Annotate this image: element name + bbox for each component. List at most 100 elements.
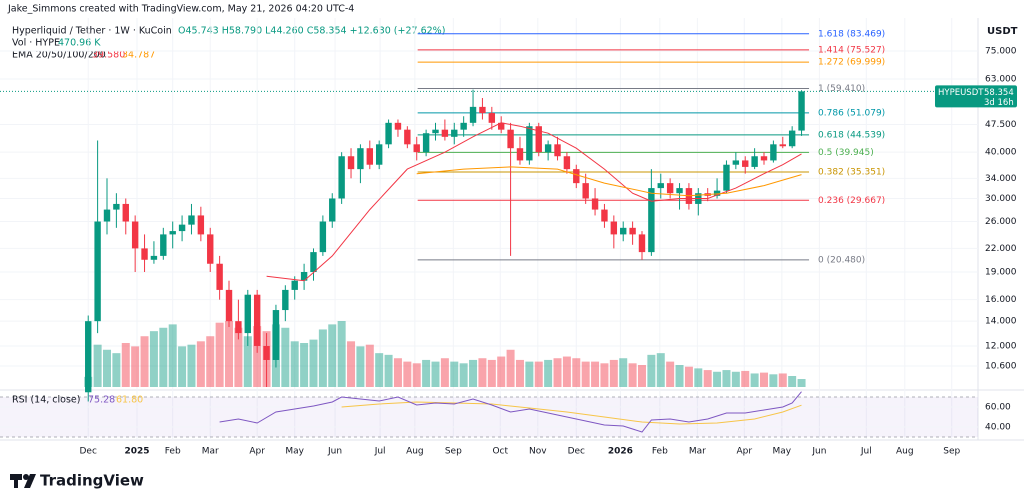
- ema20-value: 39.580: [92, 50, 125, 61]
- price-tag-countdown: 3d 16h: [984, 98, 1014, 108]
- fib-label: 1.272 (69.999): [818, 58, 885, 68]
- candle-body: [319, 221, 327, 253]
- fib-label: 0.618 (44.539): [818, 130, 885, 140]
- candle-body: [235, 321, 242, 334]
- volume-bar: [609, 359, 618, 387]
- candle-body: [413, 144, 420, 153]
- volume-bar: [637, 365, 646, 387]
- candle-body: [263, 345, 270, 360]
- candle-body: [253, 294, 261, 346]
- candle-body: [385, 122, 392, 145]
- rsi-tick-label: 60.00: [985, 403, 1011, 413]
- ohlc: O45.743 H58.790 L44.260 C58.354 +12.630 …: [178, 26, 445, 37]
- volume-bar: [694, 368, 703, 387]
- x-tick-label: Mar: [202, 447, 219, 457]
- candle-body: [291, 280, 298, 290]
- volume-bar: [572, 358, 581, 387]
- x-tick-label: Aug: [406, 447, 424, 457]
- symbol: Hyperliquid / Tether · 1W · KuCoin: [12, 26, 172, 37]
- x-tick-label: Jun: [811, 447, 826, 457]
- candle-body: [498, 122, 505, 130]
- volume-bar: [713, 371, 722, 387]
- volume-bar: [384, 354, 393, 387]
- candle-body: [357, 148, 364, 170]
- candle-body: [798, 91, 805, 131]
- fib-label: 0.786 (51.079): [818, 108, 885, 118]
- candle-body: [770, 144, 777, 161]
- candle-body: [329, 198, 336, 222]
- candle-body: [422, 133, 430, 153]
- volume-bar: [497, 356, 506, 387]
- candle-body: [535, 126, 542, 153]
- volume-value: 470.96 K: [58, 38, 101, 49]
- y-tick-label: 63.000: [985, 75, 1017, 85]
- candle-body: [131, 221, 139, 249]
- candle-body: [629, 227, 636, 235]
- volume-bar: [450, 361, 459, 387]
- candle-body: [244, 294, 251, 334]
- candle-body: [751, 156, 758, 167]
- volume-bar: [797, 379, 806, 387]
- volume-bar: [234, 327, 243, 387]
- volume-label: Vol · HYPE: [12, 38, 60, 49]
- candle-body: [347, 156, 355, 170]
- volume-bar: [196, 341, 205, 387]
- candle-body: [451, 129, 458, 137]
- x-tick-label: Jul: [374, 447, 386, 457]
- volume-bar: [318, 329, 327, 387]
- ema-line: [266, 122, 802, 282]
- candle-body: [394, 122, 402, 130]
- rsi-band: [0, 397, 978, 437]
- volume-bar: [553, 358, 562, 387]
- volume-bar: [534, 361, 543, 387]
- x-tick-label: Oct: [492, 447, 508, 457]
- volume-bar: [760, 372, 769, 387]
- x-tick-label: Jul: [860, 447, 872, 457]
- candle-body: [507, 129, 514, 149]
- volume-bar: [769, 374, 778, 387]
- volume-bar: [628, 363, 637, 387]
- price-tag-symbol: HYPEUSDT: [938, 88, 984, 98]
- attribution: Jake_Simmons created with TradingView.co…: [7, 4, 354, 15]
- candle-body: [282, 289, 289, 311]
- volume-bar: [121, 343, 130, 387]
- volume-bar: [478, 358, 487, 387]
- volume-bar: [647, 354, 656, 387]
- volume-bar: [112, 353, 121, 387]
- rsi-ma-value: 61.80: [116, 395, 143, 406]
- volume-bar: [544, 359, 553, 387]
- rsi-title: RSI (14, close): [12, 395, 80, 406]
- volume-bar: [487, 359, 496, 387]
- volume-bar: [140, 336, 149, 387]
- x-tick-label: 2025: [125, 447, 150, 457]
- candle-body: [610, 221, 618, 235]
- x-tick-label: Dec: [568, 447, 585, 457]
- candle-body: [601, 209, 608, 222]
- ema-line: [416, 166, 802, 197]
- volume-bar: [525, 361, 534, 387]
- volume-bar: [206, 336, 215, 387]
- volume-bar: [168, 324, 177, 387]
- rsi-tick-label: 40.00: [985, 423, 1011, 433]
- logo-shape: [23, 474, 29, 480]
- ema-label: EMA 20/50/100/200: [12, 50, 106, 61]
- volume-bar: [731, 371, 740, 387]
- y-tick-label: 14.000: [985, 317, 1017, 327]
- y-tick-label: 30.000: [985, 194, 1017, 204]
- candle-body: [742, 160, 749, 167]
- volume-bar: [581, 361, 590, 387]
- candle-body: [563, 156, 571, 170]
- x-tick-label: Aug: [896, 447, 914, 457]
- candle-body: [544, 144, 552, 153]
- x-tick-label: Feb: [652, 447, 668, 457]
- candle-body: [460, 122, 467, 130]
- volume-bar: [309, 339, 318, 387]
- candle-body: [300, 272, 308, 281]
- volume-bar: [290, 341, 299, 387]
- candle-body: [657, 183, 664, 189]
- candle-body: [338, 156, 345, 199]
- candle-body: [488, 113, 496, 123]
- rsi-value: 75.28: [88, 395, 115, 406]
- candle-body: [150, 255, 158, 260]
